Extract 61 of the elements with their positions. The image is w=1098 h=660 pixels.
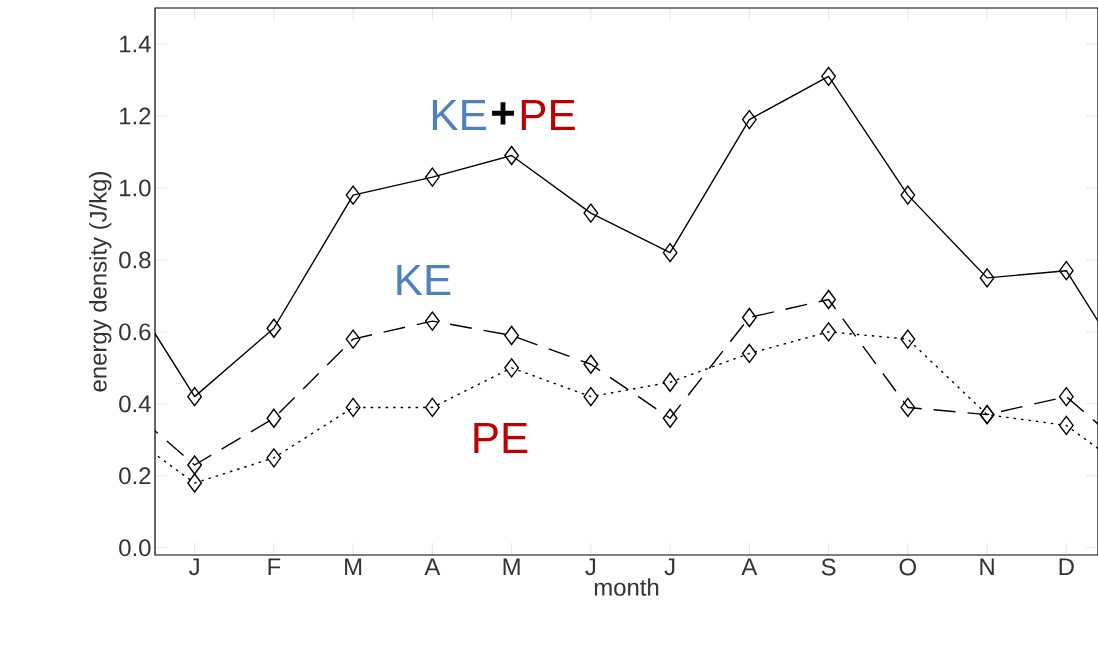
point	[345, 397, 361, 418]
point	[821, 322, 837, 342]
x-tick-label: M	[345, 558, 362, 575]
point	[900, 185, 916, 205]
point	[345, 329, 361, 349]
point	[741, 109, 757, 130]
y-tick-label: 1.4	[120, 35, 151, 53]
annotation: PE	[474, 422, 528, 454]
x-tick-label: M	[503, 558, 520, 575]
y-tick-label: 1.2	[120, 107, 151, 125]
point	[583, 354, 599, 374]
point	[662, 408, 678, 428]
point	[979, 268, 995, 288]
x-tick-label: A	[741, 558, 758, 575]
point	[662, 243, 678, 263]
point	[187, 455, 203, 475]
y-tick-label: 1.0	[120, 179, 151, 197]
point	[266, 318, 282, 338]
x-tick-label: F	[268, 558, 281, 575]
point	[741, 307, 757, 328]
point	[504, 145, 520, 166]
point	[1058, 260, 1074, 281]
point	[821, 66, 837, 87]
point	[424, 167, 440, 187]
x-tick-label: O	[899, 558, 916, 576]
annotation: KE	[432, 99, 486, 131]
annotation: PE	[521, 99, 575, 131]
x-tick-label: D	[1059, 558, 1074, 575]
x-tick-label: J	[585, 558, 596, 576]
point	[900, 397, 916, 418]
point	[741, 343, 757, 364]
point	[424, 397, 440, 418]
x-tick-label: N	[980, 558, 994, 575]
y-tick-label: 0.8	[119, 251, 151, 269]
y-axis-title: energy density (J/kg)	[89, 172, 112, 392]
point	[1058, 415, 1074, 436]
point	[187, 473, 203, 493]
x-axis-title: month	[594, 578, 659, 596]
point	[583, 386, 599, 407]
y-tick-label: 0.6	[119, 323, 151, 341]
x-tick-label: J	[189, 558, 199, 576]
x-tick-label: A	[424, 558, 441, 575]
point	[900, 329, 916, 349]
annotation: KE	[397, 264, 451, 296]
point	[266, 448, 282, 468]
x-tick-label: J	[664, 558, 675, 576]
annotation: +	[492, 102, 515, 125]
point	[504, 325, 520, 346]
point	[504, 358, 520, 378]
point	[266, 408, 282, 428]
point	[187, 386, 203, 407]
x-tick-label: S	[821, 558, 836, 576]
y-tick-label: 0.4	[119, 395, 151, 413]
point	[662, 372, 678, 392]
point	[821, 289, 837, 310]
point	[1058, 386, 1074, 407]
y-tick-label: 0.0	[119, 539, 151, 557]
point	[345, 185, 361, 205]
point	[583, 203, 599, 223]
y-tick-label: 0.2	[119, 467, 151, 485]
point	[424, 311, 440, 331]
